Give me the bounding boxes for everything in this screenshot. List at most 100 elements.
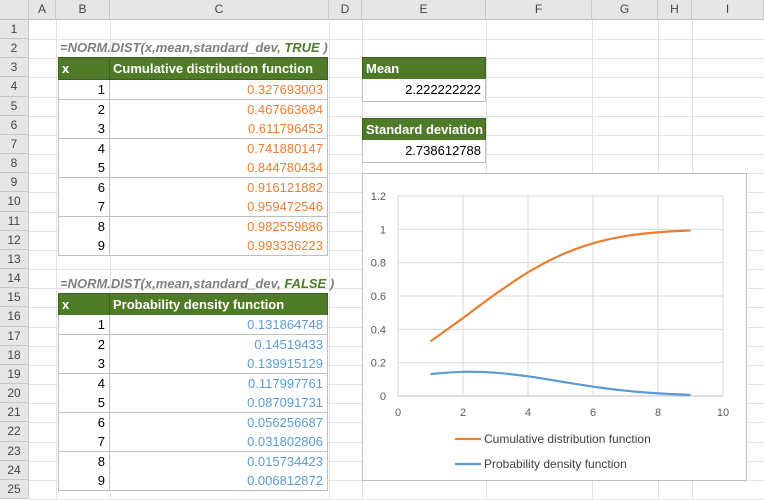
grid-column-line [329, 20, 330, 499]
y-tick-label: 1 [380, 224, 386, 236]
cdf-value-cell[interactable]: 0.741880147 [109, 139, 328, 159]
column-header-B[interactable]: B [56, 0, 110, 20]
y-tick-label: 0.6 [371, 291, 386, 303]
cdf-x-cell[interactable]: 5 [58, 158, 110, 178]
cdf-header-value[interactable]: Cumulative distribution function [109, 57, 328, 80]
row-header-7[interactable]: 7 [0, 135, 29, 154]
row-header-15[interactable]: 15 [0, 288, 29, 307]
row-header-12[interactable]: 12 [0, 231, 29, 250]
row-header-16[interactable]: 16 [0, 307, 29, 326]
y-tick-label: 0 [380, 391, 386, 403]
cdf-value-cell[interactable]: 0.993336223 [109, 236, 328, 256]
pdf-x-cell[interactable]: 9 [58, 471, 110, 491]
pdf-x-cell[interactable]: 8 [58, 452, 110, 472]
row-header-5[interactable]: 5 [0, 97, 29, 116]
cdf-x-cell[interactable]: 4 [58, 139, 110, 159]
cdf-header-x[interactable]: x [58, 57, 110, 80]
pdf-value-cell[interactable]: 0.087091731 [109, 393, 328, 413]
column-header-I[interactable]: I [692, 0, 764, 20]
pdf-value-cell[interactable]: 0.031802806 [109, 432, 328, 452]
row-header-19[interactable]: 19 [0, 365, 29, 384]
row-header-10[interactable]: 10 [0, 192, 29, 211]
legend-label: Cumulative distribution function [484, 432, 651, 446]
column-header-D[interactable]: D [329, 0, 362, 20]
pdf-x-cell[interactable]: 2 [58, 335, 110, 355]
series-line-cdf [431, 230, 691, 341]
cdf-value-cell[interactable]: 0.959472546 [109, 197, 328, 217]
pdf-header-value[interactable]: Probability density function [109, 293, 328, 316]
row-header-6[interactable]: 6 [0, 116, 29, 135]
row-header-20[interactable]: 20 [0, 384, 29, 403]
select-all-corner[interactable] [0, 0, 29, 20]
row-header-4[interactable]: 4 [0, 77, 29, 96]
pdf-formula-suffix: ) [326, 276, 334, 291]
row-header-21[interactable]: 21 [0, 403, 29, 422]
pdf-x-cell[interactable]: 3 [58, 354, 110, 374]
column-header-F[interactable]: F [486, 0, 592, 20]
column-header-G[interactable]: G [592, 0, 658, 20]
row-header-2[interactable]: 2 [0, 39, 29, 58]
row-header-25[interactable]: 25 [0, 480, 29, 499]
cdf-x-cell[interactable]: 9 [58, 236, 110, 256]
cdf-value-cell[interactable]: 0.467663684 [109, 100, 328, 120]
column-header-H[interactable]: H [658, 0, 692, 20]
mean-label[interactable]: Mean [362, 57, 486, 80]
pdf-formula-prefix: =NORM.DIST(x,mean,standard_dev, [60, 276, 284, 291]
y-tick-label: 0.2 [371, 358, 386, 370]
row-header-11[interactable]: 11 [0, 212, 29, 231]
stdev-value[interactable]: 2.738612788 [362, 140, 486, 163]
row-header-9[interactable]: 9 [0, 173, 29, 192]
y-tick-label: 0.8 [371, 258, 386, 270]
pdf-x-cell[interactable]: 4 [58, 374, 110, 394]
cdf-x-cell[interactable]: 6 [58, 178, 110, 198]
cdf-value-cell[interactable]: 0.982559886 [109, 217, 328, 237]
row-header-3[interactable]: 3 [0, 58, 29, 77]
pdf-x-cell[interactable]: 7 [58, 432, 110, 452]
legend-label: Probability density function [484, 457, 627, 471]
cdf-x-cell[interactable]: 7 [58, 197, 110, 217]
row-header-1[interactable]: 1 [0, 20, 29, 39]
x-tick-label: 2 [460, 407, 466, 419]
pdf-value-cell[interactable]: 0.131864748 [109, 315, 328, 335]
row-header-24[interactable]: 24 [0, 461, 29, 480]
row-header-17[interactable]: 17 [0, 327, 29, 346]
row-header-8[interactable]: 8 [0, 154, 29, 173]
pdf-value-cell[interactable]: 0.006812872 [109, 471, 328, 491]
cdf-value-cell[interactable]: 0.844780434 [109, 158, 328, 178]
pdf-value-cell[interactable]: 0.139915129 [109, 354, 328, 374]
column-header-E[interactable]: E [362, 0, 486, 20]
row-header-23[interactable]: 23 [0, 442, 29, 461]
mean-value[interactable]: 2.222222222 [362, 79, 486, 102]
pdf-value-cell[interactable]: 0.056256687 [109, 413, 328, 433]
grid-column-line [56, 20, 57, 499]
pdf-x-cell[interactable]: 6 [58, 413, 110, 433]
pdf-value-cell[interactable]: 0.117997761 [109, 374, 328, 394]
cdf-formula-prefix: =NORM.DIST(x,mean,standard_dev, [60, 40, 284, 55]
cdf-x-cell[interactable]: 1 [58, 80, 110, 100]
row-header-14[interactable]: 14 [0, 269, 29, 288]
pdf-value-cell[interactable]: 0.14519433 [109, 335, 328, 355]
cdf-x-cell[interactable]: 2 [58, 100, 110, 120]
cdf-x-cell[interactable]: 3 [58, 119, 110, 139]
pdf-x-cell[interactable]: 1 [58, 315, 110, 335]
pdf-value-cell[interactable]: 0.015734423 [109, 452, 328, 472]
row-header-13[interactable]: 13 [0, 250, 29, 269]
row-header-22[interactable]: 22 [0, 422, 29, 441]
pdf-header-x[interactable]: x [58, 293, 110, 316]
column-header-A[interactable]: A [29, 0, 56, 20]
x-tick-label: 4 [525, 407, 531, 419]
cdf-x-cell[interactable]: 8 [58, 217, 110, 237]
row-header-18[interactable]: 18 [0, 346, 29, 365]
column-header-C[interactable]: C [110, 0, 329, 20]
cdf-formula-flag: TRUE [284, 40, 319, 55]
pdf-formula: =NORM.DIST(x,mean,standard_dev, FALSE ) [60, 276, 334, 291]
cdf-value-cell[interactable]: 0.611796453 [109, 119, 328, 139]
cdf-value-cell[interactable]: 0.327693003 [109, 80, 328, 100]
cdf-value-cell[interactable]: 0.916121882 [109, 178, 328, 198]
series-line-pdf [431, 372, 691, 395]
stdev-label[interactable]: Standard deviation [362, 118, 486, 141]
x-tick-label: 8 [655, 407, 661, 419]
pdf-x-cell[interactable]: 5 [58, 393, 110, 413]
